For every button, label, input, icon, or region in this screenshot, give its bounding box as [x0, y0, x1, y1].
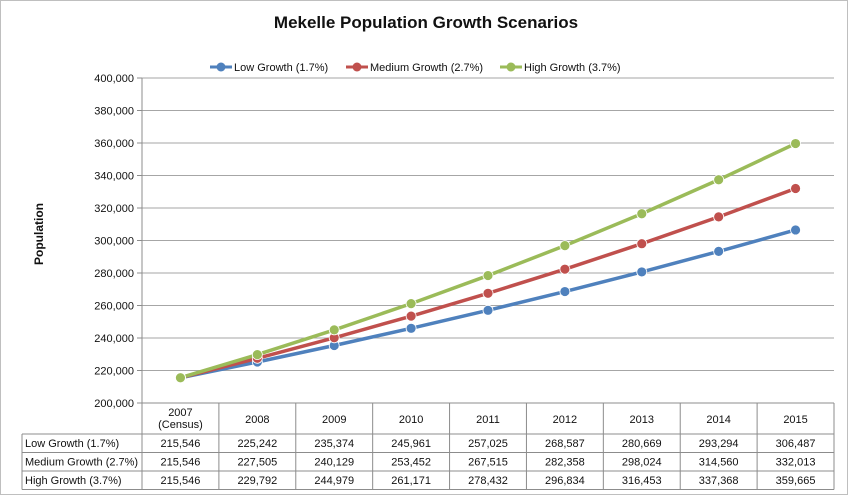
- y-tick-label: 360,000: [94, 138, 134, 150]
- legend-marker: [506, 62, 516, 72]
- data-label: 245,961: [391, 438, 431, 450]
- data-point: [482, 270, 494, 281]
- data-label: 227,505: [237, 457, 277, 469]
- data-point: [636, 208, 648, 220]
- data-label: 359,665: [776, 475, 816, 487]
- data-point: [559, 286, 571, 297]
- data-point: [482, 304, 494, 316]
- data-point: [790, 224, 801, 236]
- data-point: [175, 372, 186, 384]
- x-tick-label: 2008: [245, 414, 269, 426]
- data-point: [559, 263, 571, 275]
- y-tick-label: 380,000: [94, 106, 134, 118]
- legend-label: High Growth (3.7%): [524, 62, 621, 74]
- data-point: [790, 138, 801, 149]
- y-tick-label: 400,000: [94, 73, 134, 85]
- table-row-label: Low Growth (1.7%): [25, 438, 119, 450]
- y-tick-label: 280,000: [94, 268, 134, 280]
- data-point: [636, 238, 648, 250]
- series-line: [179, 141, 797, 380]
- y-tick-label: 260,000: [94, 301, 134, 313]
- data-label: 316,453: [622, 475, 662, 487]
- legend-marker: [352, 62, 362, 72]
- data-label: 215,546: [161, 457, 201, 469]
- data-label: 337,368: [699, 475, 739, 487]
- y-tick-label: 240,000: [94, 333, 134, 345]
- data-label: 240,129: [314, 457, 354, 469]
- y-tick-label: 340,000: [94, 171, 134, 183]
- data-label: 332,013: [776, 457, 816, 469]
- y-tick-label: 200,000: [94, 398, 134, 410]
- data-table: 2007(Census) 2008 2009 2010 2011 2012 2013 2014…: [21, 402, 835, 490]
- data-label: 282,358: [545, 457, 585, 469]
- x-tick-label: 2015: [783, 414, 807, 426]
- data-point: [790, 183, 801, 194]
- data-label: 215,546: [161, 475, 201, 487]
- y-axis-label: Population: [32, 203, 46, 265]
- data-point: [251, 349, 263, 360]
- data-point: [713, 174, 725, 186]
- y-tick-label: 320,000: [94, 203, 134, 215]
- data-point: [713, 245, 725, 257]
- data-point: [482, 287, 494, 299]
- legend-marker: [216, 62, 226, 72]
- x-tick-label: 2013: [630, 414, 654, 426]
- table-row-label: Medium Growth (2.7%): [25, 457, 138, 469]
- x-tick-label: 2014: [706, 414, 730, 426]
- data-label: 314,560: [699, 457, 739, 469]
- y-tick-label: 300,000: [94, 236, 134, 248]
- data-label: 306,487: [776, 438, 816, 450]
- data-label: 253,452: [391, 457, 431, 469]
- data-label: 235,374: [314, 438, 354, 450]
- x-tick-label: 2011: [476, 414, 500, 426]
- chart-legend: Low Growth (1.7%) Medium Growth (2.7%) Hig…: [210, 62, 621, 74]
- data-label: 298,024: [622, 457, 662, 469]
- data-label: 261,171: [391, 475, 431, 487]
- series-lines: [175, 138, 801, 384]
- x-tick-label: 2012: [553, 414, 577, 426]
- y-axis-ticks: 200,000 220,000 240,000 260,000 280,000 300,0…: [94, 73, 142, 410]
- data-label: 296,834: [545, 475, 585, 487]
- data-point: [636, 266, 648, 278]
- chart-title: Mekelle Population Growth Scenarios: [274, 13, 578, 32]
- data-point: [559, 240, 571, 252]
- data-label: 244,979: [314, 475, 354, 487]
- data-point: [405, 298, 417, 309]
- x-tick-label: 2010: [399, 414, 423, 426]
- x-tick-label: 2007: [168, 407, 192, 419]
- x-tick-label: (Census): [158, 419, 203, 431]
- y-tick-label: 220,000: [94, 366, 134, 378]
- data-label: 267,515: [468, 457, 508, 469]
- table-row-label: High Growth (3.7%): [25, 475, 122, 487]
- data-label: 293,294: [699, 438, 739, 450]
- data-point: [328, 324, 340, 336]
- data-label: 280,669: [622, 438, 662, 450]
- data-label: 229,792: [237, 475, 277, 487]
- data-point: [405, 310, 417, 322]
- data-point: [405, 322, 417, 334]
- legend-label: Medium Growth (2.7%): [370, 62, 483, 74]
- data-label: 257,025: [468, 438, 508, 450]
- legend-label: Low Growth (1.7%): [234, 62, 328, 74]
- gridlines: [141, 77, 834, 403]
- data-label: 215,546: [161, 438, 201, 450]
- data-label: 268,587: [545, 438, 585, 450]
- x-tick-label: 2009: [322, 414, 346, 426]
- data-point: [713, 211, 725, 223]
- data-label: 225,242: [237, 438, 277, 450]
- data-label: 278,432: [468, 475, 508, 487]
